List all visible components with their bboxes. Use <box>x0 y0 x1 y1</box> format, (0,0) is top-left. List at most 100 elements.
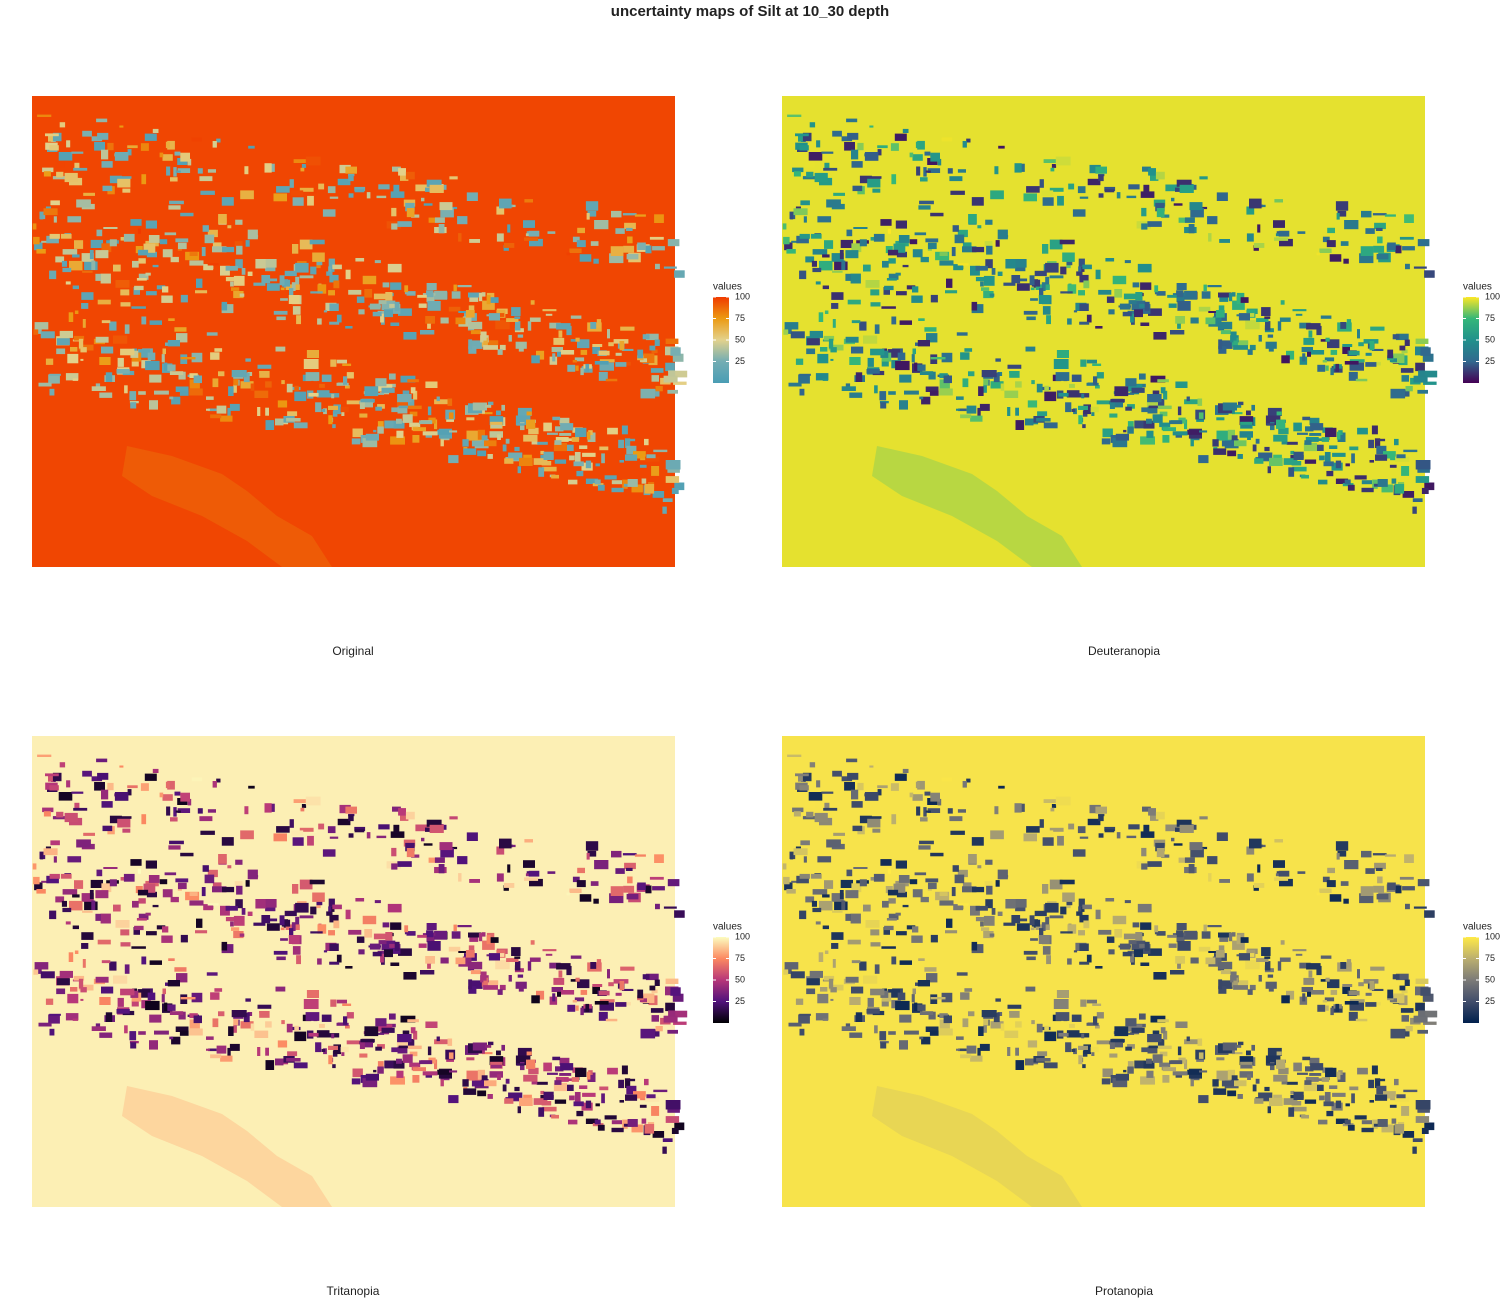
map-pixel-patch <box>245 998 251 1002</box>
map-pixel-patch <box>1417 389 1428 394</box>
map-pixel-patch <box>626 438 636 442</box>
map-pixel-patch <box>1130 313 1134 323</box>
map-pixel-patch <box>1302 353 1306 362</box>
map-pixel-patch <box>925 238 939 243</box>
map-pixel-patch <box>294 1031 307 1042</box>
map-pixel-patch <box>1112 915 1127 925</box>
map-pixel-patch <box>1190 1079 1194 1087</box>
map-pixel-patch <box>1053 359 1069 369</box>
map-pixel-patch <box>1266 423 1275 426</box>
map-pixel-patch <box>345 269 351 280</box>
map-pixel-patch <box>662 506 667 514</box>
map-pixel-patch <box>170 177 178 182</box>
map-pixel-patch <box>554 1099 567 1104</box>
map-pixel-patch <box>1309 1057 1320 1065</box>
map-pixel-patch <box>292 946 301 955</box>
map-pixel-patch <box>132 260 139 268</box>
map-pixel-patch <box>1177 320 1181 329</box>
map-pixel-patch <box>1344 220 1359 230</box>
map-pixel-patch <box>652 886 665 891</box>
map-pixel-patch <box>587 210 597 217</box>
map-pixel-patch <box>468 292 482 298</box>
map-pixel-patch <box>218 854 227 864</box>
map-pixel-patch <box>1246 410 1251 416</box>
map-pixel-patch <box>618 1079 624 1089</box>
map-pixel-patch <box>364 929 373 938</box>
map-pixel-patch <box>531 995 540 1004</box>
map-pixel-patch <box>483 977 488 988</box>
map-pixel-patch <box>1078 906 1082 912</box>
map-pixel-patch <box>1387 242 1396 250</box>
map-pixel-patch <box>909 879 918 885</box>
map-pixel-patch <box>1177 1046 1182 1056</box>
map-pixel-patch <box>292 837 304 846</box>
map-pixel-patch <box>832 910 843 913</box>
map-pixel-patch <box>928 882 937 890</box>
map-pixel-patch <box>1057 195 1064 206</box>
map-pixel-patch <box>152 264 159 268</box>
map-pixel-patch <box>667 239 680 247</box>
map-pixel-patch <box>814 812 828 823</box>
map-pixel-patch <box>1228 933 1233 942</box>
map-pixel-patch <box>221 197 234 206</box>
map-pixel-patch <box>193 1015 202 1024</box>
map-pixel-patch <box>469 296 479 302</box>
map-lake <box>872 1086 1082 1207</box>
map-pixel-patch <box>665 338 679 344</box>
map-pixel-patch <box>165 141 170 149</box>
map-pixel-patch <box>481 932 486 937</box>
map-pixel-patch <box>489 1071 503 1078</box>
map-pixel-patch <box>1402 886 1415 891</box>
map-pixel-patch <box>962 1018 969 1028</box>
map-pixel-patch <box>1045 276 1050 286</box>
map-pixel-patch <box>373 429 377 433</box>
map-pixel-patch <box>72 894 80 898</box>
map-pixel-patch <box>1342 483 1354 487</box>
map-pixel-patch <box>1079 303 1089 311</box>
map-pixel-patch <box>545 313 553 316</box>
map-pixel-patch <box>1324 1092 1331 1102</box>
map-pixel-patch <box>1249 984 1256 991</box>
map-pixel-patch <box>671 487 679 494</box>
map-pixel-patch <box>1160 387 1166 394</box>
map-pixel-patch <box>849 997 861 1005</box>
map-pixel-patch <box>964 988 973 992</box>
map-pixel-patch <box>1184 217 1195 223</box>
map-pixel-patch <box>652 491 665 498</box>
map-pixel-patch <box>117 816 132 819</box>
map-pixel-patch <box>1222 402 1237 411</box>
map-pixel-patch <box>808 152 823 161</box>
map-pixel-patch <box>42 807 54 813</box>
map-pixel-patch <box>783 876 790 885</box>
map-pixel-patch <box>312 252 325 262</box>
map-pixel-patch <box>1208 873 1212 882</box>
map-pixel-patch <box>958 1048 967 1052</box>
map-pixel-patch <box>208 408 217 412</box>
map-pixel-patch <box>542 949 557 952</box>
map-pixel-patch <box>1043 422 1058 429</box>
map-pixel-patch <box>300 807 305 812</box>
map-pixel-patch <box>1058 1032 1069 1037</box>
map-pixel-patch <box>174 327 187 332</box>
map-pixel-patch <box>897 992 906 1001</box>
map-pixel-patch <box>164 362 168 371</box>
map-pixel-patch <box>1096 1012 1104 1019</box>
map-pixel-patch <box>1130 392 1140 395</box>
map-pixel-patch <box>1306 323 1321 330</box>
map-pixel-patch <box>468 932 482 938</box>
map-pixel-patch <box>588 430 593 435</box>
map-pixel-patch <box>939 379 950 389</box>
map-pixel-patch <box>257 1004 272 1009</box>
map-pixel-patch <box>575 1005 579 1011</box>
map-pixel-patch <box>1141 407 1154 413</box>
map-pixel-patch <box>609 893 624 904</box>
map-pixel-patch <box>1072 849 1086 857</box>
map-pixel-patch <box>60 233 72 239</box>
map-pixel-patch <box>451 931 461 939</box>
map-pixel-patch <box>923 167 927 177</box>
map-pixel-patch <box>1139 1013 1146 1020</box>
map-pixel-patch <box>1423 1021 1437 1025</box>
map-pixel-patch <box>552 416 561 421</box>
map-pixel-patch <box>472 402 487 411</box>
map-pixel-patch <box>869 765 874 768</box>
